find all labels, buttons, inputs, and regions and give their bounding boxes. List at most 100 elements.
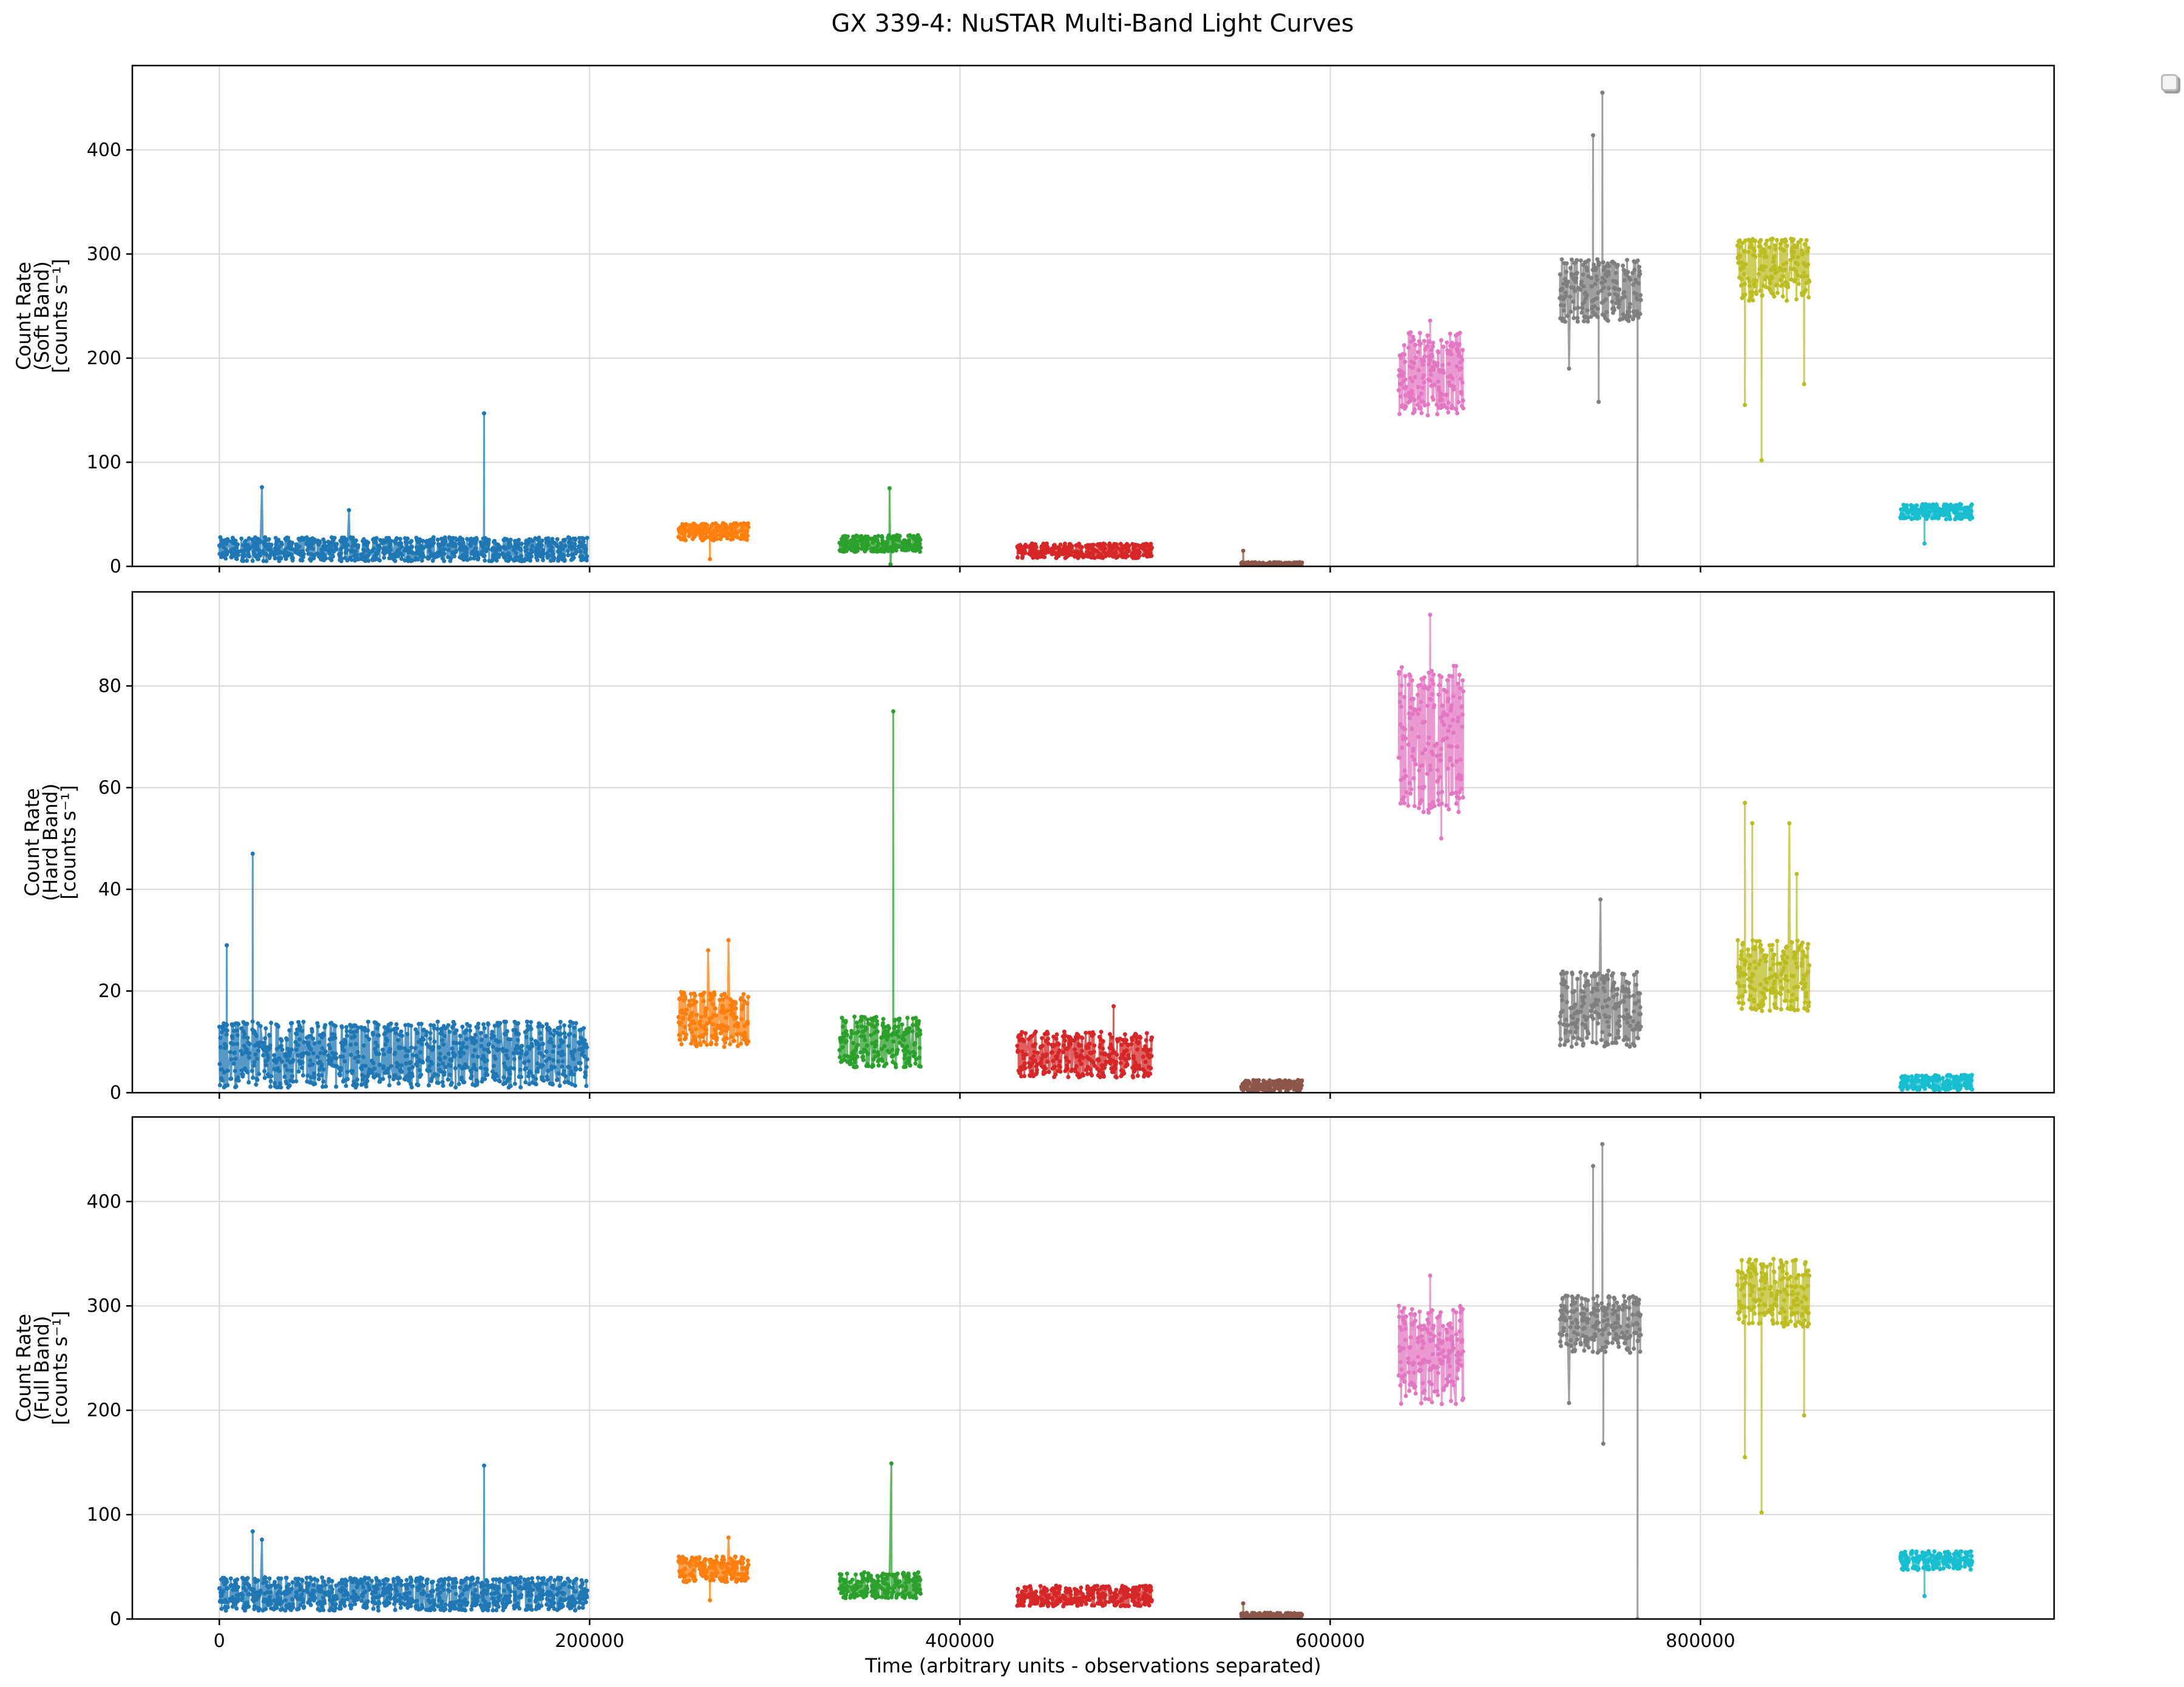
data-point — [1751, 298, 1755, 303]
data-point — [1742, 249, 1747, 254]
series-line-obs7 — [1559, 92, 1642, 566]
data-point — [1802, 382, 1806, 387]
data-point — [262, 1076, 267, 1081]
data-point — [1457, 790, 1462, 795]
data-point — [1638, 311, 1643, 316]
data-point — [896, 1024, 901, 1029]
data-point — [1458, 757, 1463, 762]
data-point — [1606, 968, 1611, 973]
data-point — [504, 546, 508, 551]
data-point — [1441, 737, 1446, 742]
data-point — [239, 1026, 244, 1031]
data-point — [1602, 989, 1607, 994]
data-point — [245, 558, 249, 563]
data-point — [1411, 696, 1416, 701]
data-point — [447, 547, 452, 552]
data-point — [356, 1054, 361, 1059]
data-point — [856, 545, 861, 550]
data-point — [468, 1028, 472, 1033]
axes-frame — [131, 64, 2055, 568]
data-point — [1570, 972, 1575, 977]
data-point — [1100, 1046, 1105, 1051]
data-point — [1267, 1082, 1272, 1087]
data-point — [1581, 1001, 1586, 1006]
data-point — [1461, 689, 1466, 694]
data-point — [319, 1050, 323, 1055]
data-point — [582, 1054, 587, 1059]
data-point — [1595, 982, 1600, 986]
data-point — [722, 1045, 727, 1049]
data-point — [548, 1036, 553, 1041]
data-point — [280, 542, 284, 547]
data-point — [723, 1040, 728, 1045]
data-point — [1144, 1031, 1149, 1036]
data-point — [432, 540, 436, 545]
data-point — [875, 1019, 879, 1023]
data-point — [721, 997, 725, 1002]
data-point — [432, 1039, 437, 1044]
data-point — [327, 1043, 331, 1047]
data-point — [1448, 331, 1453, 336]
data-point — [1420, 362, 1425, 367]
data-point — [893, 1017, 898, 1022]
data-point — [677, 996, 682, 1001]
data-point — [549, 1064, 554, 1069]
data-point — [1914, 503, 1919, 508]
data-point — [581, 1045, 586, 1050]
data-point — [504, 1048, 509, 1053]
data-point — [1043, 1066, 1048, 1071]
data-point — [1460, 380, 1465, 385]
series-markers-obs2 — [676, 521, 751, 562]
data-point — [453, 1066, 458, 1071]
data-point — [679, 1042, 684, 1047]
data-point — [509, 556, 514, 561]
data-point — [539, 1036, 543, 1041]
data-point — [1427, 735, 1431, 740]
data-point — [464, 550, 469, 555]
data-point — [1438, 753, 1443, 758]
data-point — [236, 542, 240, 547]
data-point — [1135, 1073, 1140, 1078]
data-point — [1446, 807, 1451, 812]
data-point — [704, 1031, 708, 1036]
data-point — [1436, 379, 1440, 384]
data-point — [385, 1070, 390, 1075]
data-point — [1124, 1048, 1129, 1053]
data-point — [694, 1027, 699, 1031]
data-point — [1016, 1048, 1020, 1053]
data-point — [897, 1016, 902, 1021]
data-point — [287, 1028, 292, 1033]
data-point — [1416, 693, 1420, 698]
data-point — [861, 1054, 866, 1059]
data-point — [1756, 271, 1761, 276]
data-point — [1435, 361, 1440, 365]
data-point — [1607, 286, 1612, 291]
data-point — [345, 548, 350, 552]
data-point — [1606, 318, 1610, 323]
data-point — [697, 1019, 702, 1024]
data-point — [1454, 664, 1459, 668]
series-markers-obs9 — [1898, 501, 1975, 546]
data-point — [544, 1022, 549, 1027]
data-point — [1256, 1078, 1261, 1082]
data-point — [888, 562, 893, 566]
data-point — [1024, 1052, 1029, 1057]
data-point — [881, 1017, 886, 1022]
data-point — [1772, 263, 1777, 268]
data-point — [1412, 758, 1417, 762]
data-point — [454, 1040, 459, 1045]
data-point — [235, 1033, 240, 1037]
data-point — [1445, 678, 1450, 682]
data-point — [1432, 382, 1437, 387]
data-point — [1428, 378, 1433, 383]
data-point — [1085, 1071, 1090, 1076]
data-point — [243, 538, 248, 543]
data-point — [547, 1056, 552, 1061]
data-point — [1104, 1052, 1108, 1057]
data-point — [1458, 686, 1463, 691]
series-group — [217, 613, 1975, 1093]
data-point — [1774, 282, 1779, 287]
data-point — [291, 555, 295, 560]
data-point — [1585, 979, 1590, 983]
data-point — [1088, 1067, 1093, 1071]
